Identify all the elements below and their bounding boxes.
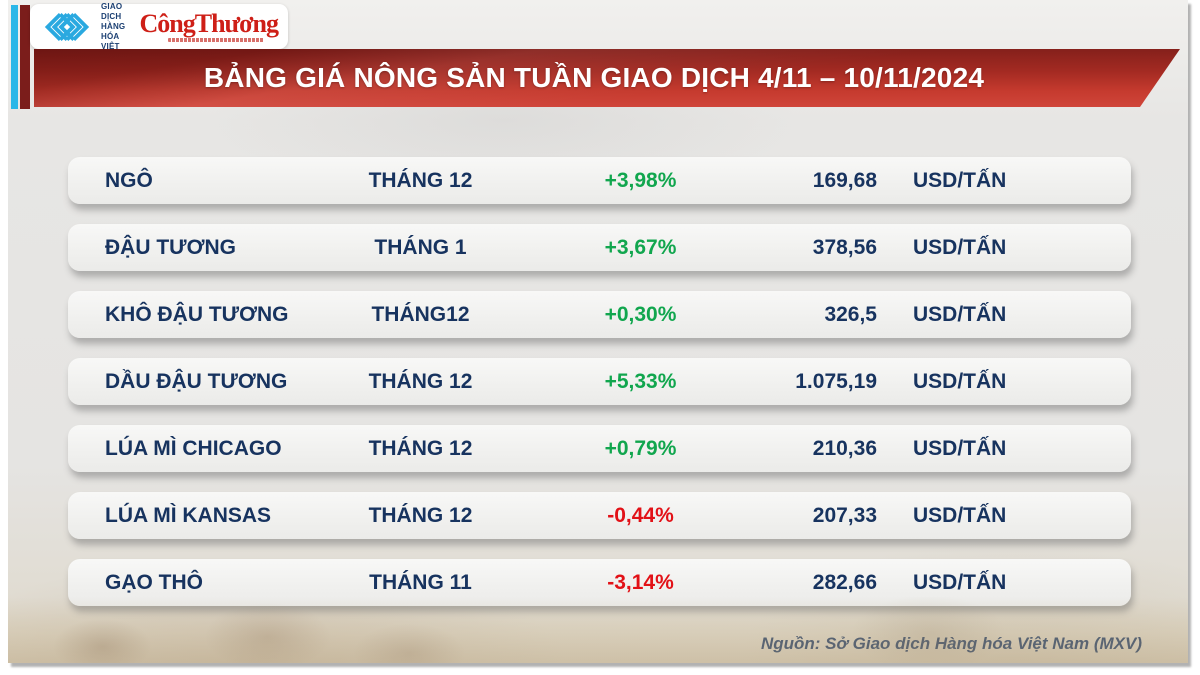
left-accent-stripe-cyan (11, 5, 18, 109)
change-value: +3,67% (604, 235, 677, 259)
title-banner: BẢNG GIÁ NÔNG SẢN TUẦN GIAO DỊCH 4/11 – … (34, 49, 1180, 107)
source-credit: Nguồn: Sở Giao dịch Hàng hóa Việt Nam (M… (760, 634, 1142, 653)
change-value: -3,14% (607, 570, 674, 594)
mxv-org-line1: SỞ GIAO DỊCH (101, 0, 123, 21)
commodity-name: GẠO THÔ (105, 570, 203, 594)
mxv-org-line2: HÀNG HÓA (101, 21, 126, 41)
price-unit: USD/TẤN (913, 302, 1007, 326)
commodity-name: DẦU ĐẬU TƯƠNG (105, 369, 288, 393)
table-row: LÚA MÌ KANSAS THÁNG 12 -0,44% 207,33 USD… (68, 492, 1131, 539)
logo-plate: SỞ GIAO DỊCH HÀNG HÓA VIỆT NAM CôngThươn… (30, 0, 288, 61)
table-row: NGÔ THÁNG 12 +3,98% 169,68 USD/TẤN (68, 157, 1131, 204)
price-value: 378,56 (812, 235, 877, 259)
price-unit: USD/TẤN (913, 369, 1007, 393)
contract-month: THÁNG12 (371, 302, 470, 326)
table-row: DẦU ĐẬU TƯƠNG THÁNG 12 +5,33% 1.075,19 U… (68, 358, 1131, 405)
contract-month: THÁNG 12 (368, 369, 473, 393)
price-unit: USD/TẤN (913, 168, 1007, 192)
change-value: -0,44% (607, 503, 674, 527)
price-value: 326,5 (824, 302, 877, 326)
change-value: +0,30% (604, 302, 677, 326)
price-value: 210,36 (812, 436, 877, 460)
price-unit: USD/TẤN (913, 235, 1007, 259)
price-unit: USD/TẤN (913, 436, 1007, 460)
commodity-name: LÚA MÌ KANSAS (105, 503, 272, 527)
price-value: 207,33 (812, 503, 877, 527)
contract-month: THÁNG 11 (369, 570, 472, 594)
left-accent-stripe-maroon (20, 5, 30, 109)
table-row: GẠO THÔ THÁNG 11 -3,14% 282,66 USD/TẤN (68, 559, 1131, 606)
commodity-name: ĐẬU TƯƠNG (105, 235, 236, 259)
price-value: 282,66 (812, 570, 877, 594)
price-value: 1.075,19 (795, 369, 877, 393)
page-title: BẢNG GIÁ NÔNG SẢN TUẦN GIAO DỊCH 4/11 – … (203, 62, 985, 93)
change-value: +0,79% (604, 436, 677, 460)
price-table: NGÔ THÁNG 12 +3,98% 169,68 USD/TẤN ĐẬU T… (68, 157, 1131, 626)
congthuong-wordmark: CôngThương (139, 9, 279, 38)
price-value: 169,68 (812, 168, 877, 192)
contract-month: THÁNG 12 (368, 168, 473, 192)
mxv-logo-icon (40, 11, 94, 43)
commodity-name: LÚA MÌ CHICAGO (105, 436, 282, 460)
change-value: +5,33% (604, 369, 677, 393)
infographic-slide: SỞ GIAO DỊCH HÀNG HÓA VIỆT NAM CôngThươn… (8, 0, 1188, 663)
contract-month: THÁNG 12 (368, 436, 473, 460)
table-row: LÚA MÌ CHICAGO THÁNG 12 +0,79% 210,36 US… (68, 425, 1131, 472)
change-value: +3,98% (604, 168, 677, 192)
table-row: KHÔ ĐẬU TƯƠNG THÁNG12 +0,30% 326,5 USD/T… (68, 291, 1131, 338)
table-row: ĐẬU TƯƠNG THÁNG 1 +3,67% 378,56 USD/TẤN (68, 224, 1131, 271)
congthuong-tagline (167, 38, 264, 42)
contract-month: THÁNG 1 (374, 235, 467, 259)
price-unit: USD/TẤN (913, 570, 1007, 594)
congthuong-logo: CôngThương (140, 11, 279, 42)
price-unit: USD/TẤN (913, 503, 1007, 527)
commodity-name: KHÔ ĐẬU TƯƠNG (105, 302, 289, 326)
contract-month: THÁNG 12 (368, 503, 473, 527)
commodity-name: NGÔ (105, 168, 153, 192)
